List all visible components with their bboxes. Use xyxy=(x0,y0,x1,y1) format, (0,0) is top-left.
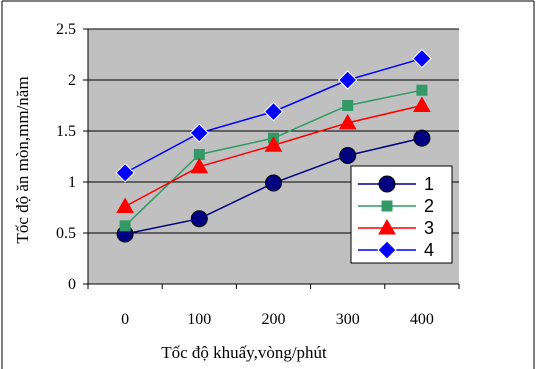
y-tick-label: 1.5 xyxy=(56,123,76,140)
series-4-point xyxy=(412,48,432,69)
x-tick-label: 0 xyxy=(121,311,129,328)
series-markers xyxy=(115,48,432,243)
series-2-point xyxy=(342,100,354,111)
series-1-point xyxy=(265,174,282,192)
legend-label-1: 1 xyxy=(424,174,434,194)
series-2-point xyxy=(416,84,428,96)
series-1-point xyxy=(190,210,208,228)
y-tick-label: 2.5 xyxy=(56,21,76,38)
series-3-point xyxy=(264,136,283,152)
axes xyxy=(83,28,460,289)
legend-marker-4 xyxy=(377,240,397,260)
legend-marker-3 xyxy=(378,218,396,235)
series-3-point xyxy=(413,96,431,112)
y-tick-label: 0.5 xyxy=(56,225,76,242)
series-2-point xyxy=(119,220,131,232)
legend-box xyxy=(350,165,453,264)
series-4-point xyxy=(115,163,135,183)
legend-marker-1 xyxy=(378,175,396,193)
series-4-point xyxy=(189,123,210,143)
y-axis-title: Tốc độ ăn mòn,mm/năm xyxy=(13,76,32,243)
y-tick-label: 1 xyxy=(68,174,76,191)
y-tick-label: 0 xyxy=(68,276,76,293)
series-3-point xyxy=(116,197,134,213)
legend-marker-2 xyxy=(381,200,393,212)
legend-label-2: 2 xyxy=(424,196,434,216)
x-tick-label: 400 xyxy=(410,311,434,328)
legend-label-4: 4 xyxy=(424,240,434,260)
series-1-point xyxy=(339,146,357,164)
x-axis-title: Tốc độ khuấy,vòng/phút xyxy=(161,343,327,362)
series-4-point xyxy=(263,101,284,122)
x-tick-label: 200 xyxy=(262,311,286,328)
x-tick-label: 300 xyxy=(336,311,360,328)
y-tick-labels: 0 0.5 1 1.5 2 2.5 xyxy=(56,21,76,293)
x-tick-labels: 0 100 200 300 400 xyxy=(121,311,434,328)
legend-label-3: 3 xyxy=(424,218,434,238)
series-3-point xyxy=(338,113,357,130)
x-tick-label: 100 xyxy=(187,311,211,328)
y-tick-label: 2 xyxy=(68,72,76,89)
series-1-point xyxy=(413,129,431,147)
series-3-point xyxy=(190,157,209,174)
series-4-point xyxy=(337,70,358,90)
